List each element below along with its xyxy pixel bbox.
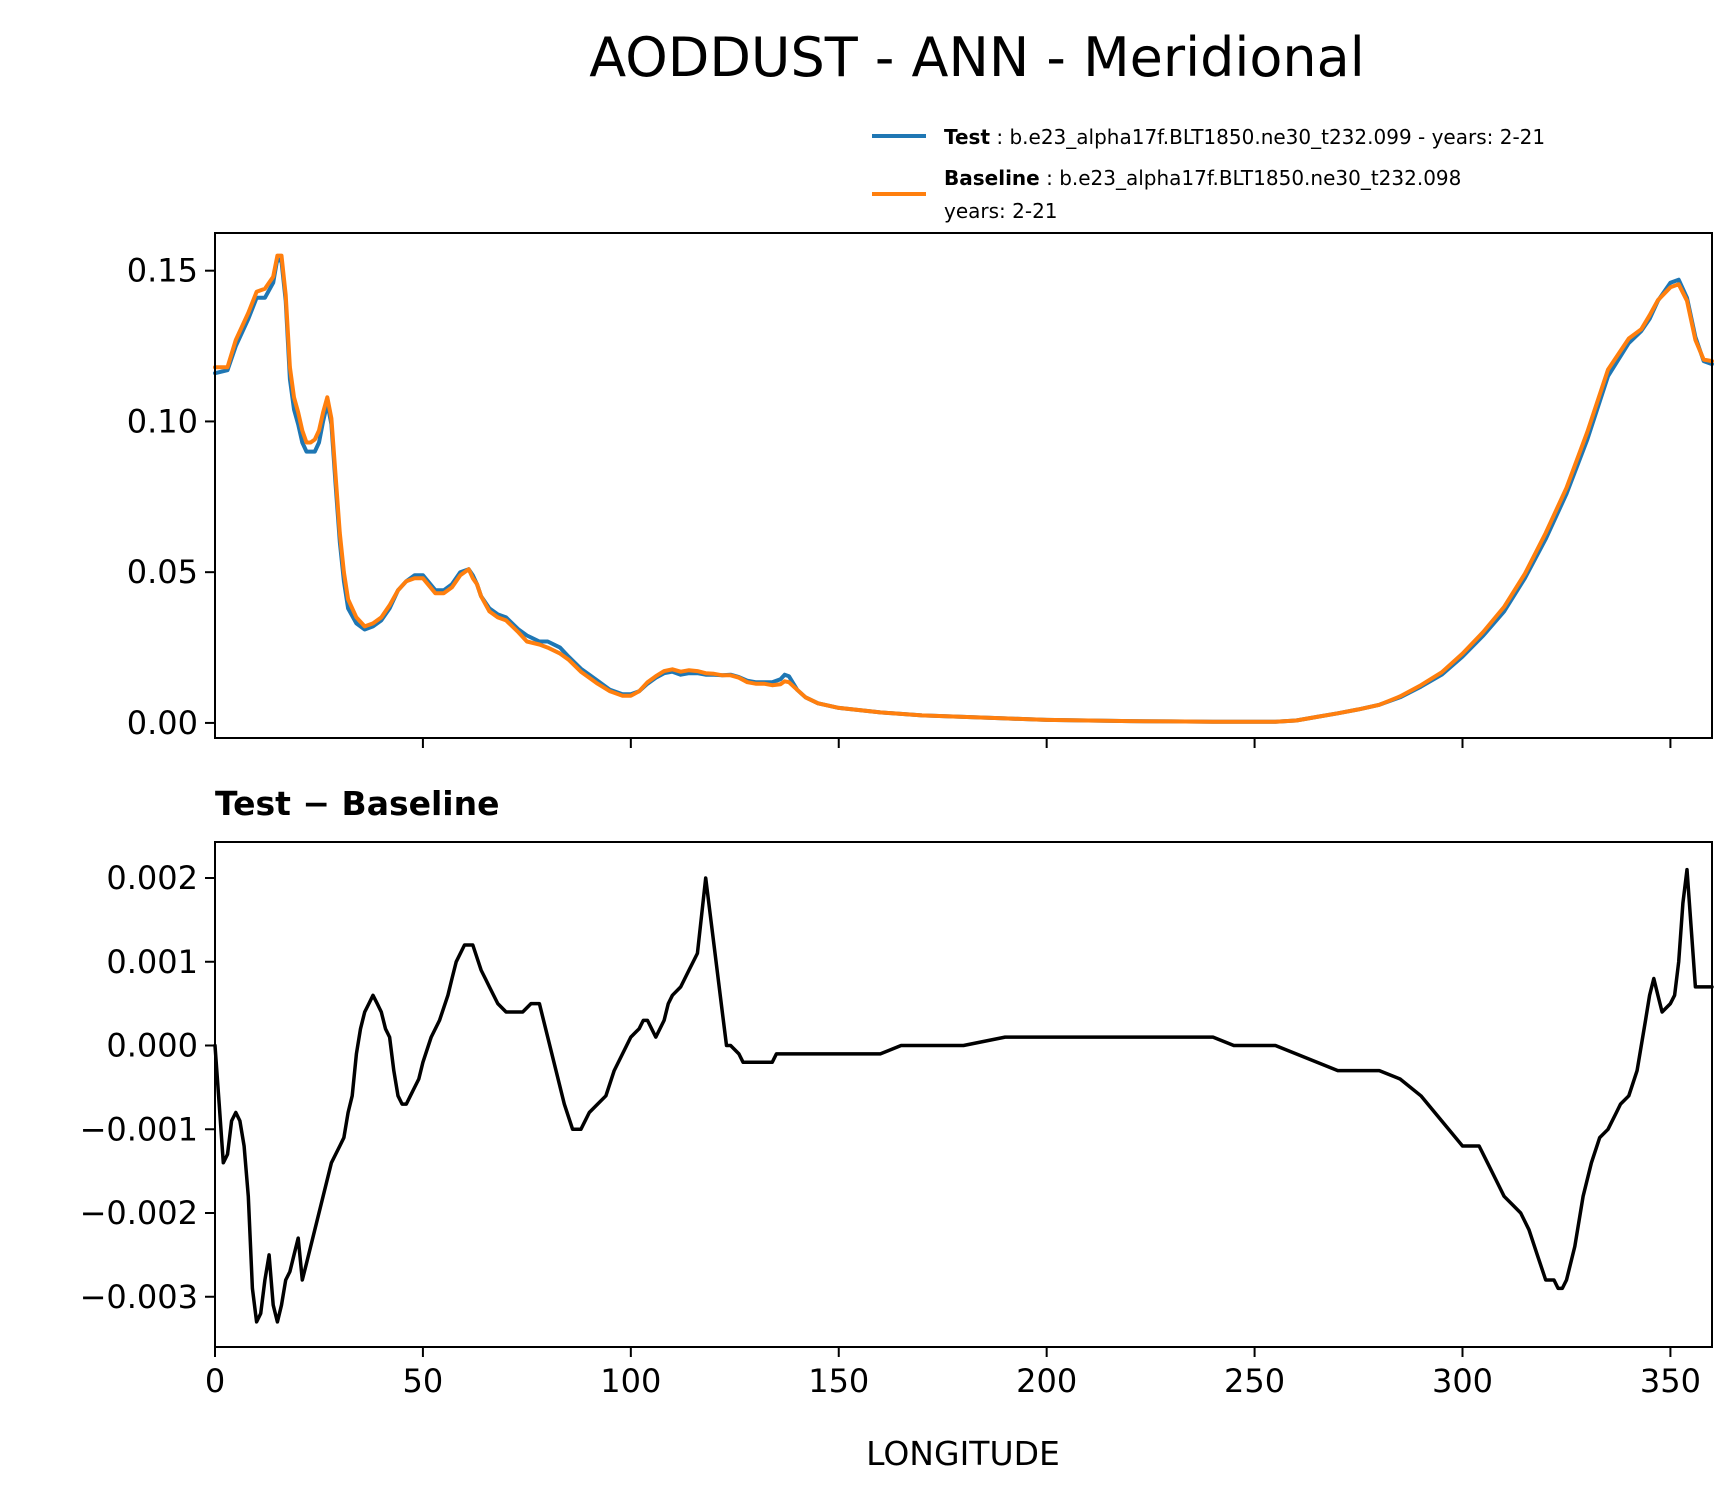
top-y-ticks: 0.00 0.05 0.10 0.15 [127,252,215,742]
top-series-group [213,253,1714,724]
top-plot-frame [214,232,1713,739]
top-y-tick-label: 0.00 [127,704,198,742]
top-y-tick-label: 0.10 [127,402,198,440]
top-x-ticks [421,738,1672,748]
bottom-y-tick-label: 0.002 [106,859,198,897]
legend-label-baseline-name: Baseline [944,166,1040,190]
top-panel: 0.00 0.05 0.10 0.15 [127,232,1714,748]
legend-label-test-name: Test [944,125,990,149]
bottom-x-tick-label: 150 [808,1362,869,1400]
bottom-x-tick-label: 0 [205,1362,225,1400]
bottom-x-tick-label: 250 [1224,1362,1285,1400]
bottom-y-ticks: −0.003 −0.002 −0.001 0.000 0.001 0.002 [80,859,215,1316]
legend-label-baseline: Baseline : b.e23_alpha17f.BLT1850.ne30_t… [944,166,1461,190]
bottom-x-tick-label: 50 [403,1362,444,1400]
bottom-x-tick-label: 200 [1016,1362,1077,1400]
bottom-series-line-test-baseline [213,867,1714,1324]
legend-label-test: Test : b.e23_alpha17f.BLT1850.ne30_t232.… [944,125,1545,149]
bottom-x-tick-label: 100 [600,1362,661,1400]
legend-label-baseline-years: years: 2-21 [944,199,1058,223]
bottom-x-ticks: 0 50 100 150 200 250 300 350 [205,1347,1701,1400]
bottom-y-tick-label: −0.002 [80,1194,198,1232]
bottom-y-tick-label: 0.000 [106,1027,198,1065]
bottom-series-group [213,867,1714,1324]
legend-label-test-detail: : b.e23_alpha17f.BLT1850.ne30_t232.099 -… [990,125,1545,149]
bottom-plot-frame [214,841,1713,1348]
chart-title: AODDUST - ANN - Meridional [589,26,1364,89]
top-series-line-baseline [213,253,1714,724]
bottom-panel: −0.003 −0.002 −0.001 0.000 0.001 0.002 0 50 100… [80,841,1714,1400]
legend: Test : b.e23_alpha17f.BLT1850.ne30_t232.… [872,125,1545,223]
bottom-x-tick-label: 300 [1432,1362,1493,1400]
bottom-x-tick-label: 350 [1640,1362,1701,1400]
legend-label-baseline-detail: : b.e23_alpha17f.BLT1850.ne30_t232.098 [1040,166,1462,190]
top-y-tick-label: 0.05 [127,553,198,591]
bottom-y-tick-label: 0.001 [106,943,198,981]
diff-panel-title: Test − Baseline [215,784,500,823]
top-y-tick-label: 0.15 [127,252,198,290]
bottom-y-tick-label: −0.003 [80,1278,198,1316]
bottom-y-tick-label: −0.001 [80,1110,198,1148]
x-axis-label: LONGITUDE [866,1434,1060,1473]
